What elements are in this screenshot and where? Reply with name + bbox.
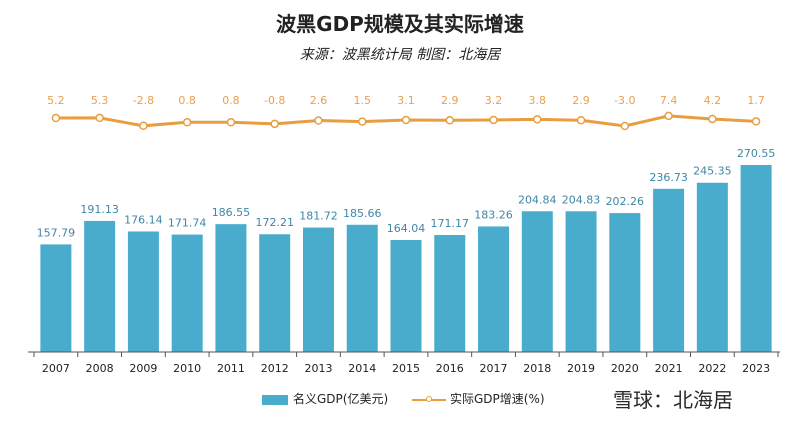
growth-point-2017 [489, 115, 498, 125]
bar-value-label: 204.83 [562, 193, 601, 206]
growth-value-label: 7.4 [660, 94, 678, 107]
chart-title: 波黑GDP规模及其实际增速 [276, 12, 524, 36]
growth-point-2008 [95, 113, 104, 123]
bar-value-label: 186.55 [212, 206, 251, 219]
bar-2011 [215, 224, 247, 352]
watermark-text: 雪球：北海居 [613, 388, 733, 412]
bar-value-label: 181.72 [299, 210, 338, 223]
bar-2019 [565, 211, 597, 352]
growth-point-2011 [226, 118, 236, 127]
growth-value-label: 4.2 [704, 94, 722, 107]
growth-value-label: 1.5 [353, 94, 371, 107]
bar-2021 [653, 188, 685, 352]
x-tick-label: 2020 [611, 362, 639, 375]
bar-2012 [259, 234, 291, 352]
x-tick-label: 2013 [304, 362, 332, 375]
bar-value-label: 171.74 [168, 217, 207, 230]
bar-value-label: 236.73 [649, 171, 688, 184]
bar-value-label: 191.13 [80, 203, 119, 216]
x-tick-label: 2010 [173, 362, 201, 375]
growth-point-2019 [576, 115, 586, 125]
growth-value-label: 0.8 [178, 94, 196, 107]
x-tick-label: 2007 [42, 362, 70, 375]
growth-point-2007 [51, 113, 61, 123]
growth-value-label: 2.6 [310, 94, 328, 107]
growth-point-2014 [357, 117, 367, 126]
legend-line-label: 实际GDP增速(%) [450, 392, 545, 406]
growth-value-label: 2.9 [572, 94, 590, 107]
bar-value-label: 176.14 [124, 213, 163, 226]
x-tick-label: 2011 [217, 362, 245, 375]
growth-value-label: 3.8 [529, 94, 547, 107]
growth-value-label: 0.8 [222, 94, 240, 107]
x-tick-label: 2015 [392, 362, 420, 375]
growth-point-2023 [751, 117, 761, 126]
growth-value-label: 2.9 [441, 94, 459, 107]
bar-value-label: 172.21 [255, 216, 294, 229]
legend-bar-label: 名义GDP(亿美元) [293, 392, 389, 406]
x-tick-label: 2017 [480, 362, 508, 375]
growth-point-2021 [664, 111, 673, 121]
x-tick-label: 2018 [523, 362, 551, 375]
growth-value-label: 3.2 [485, 94, 503, 107]
bar-2008 [84, 220, 116, 352]
legend-bar-swatch [262, 395, 288, 405]
bar-value-label: 204.84 [518, 193, 557, 206]
bar-value-label: 171.17 [431, 217, 470, 230]
bar-2022 [696, 182, 728, 352]
x-tick-label: 2021 [655, 362, 683, 375]
bar-2014 [346, 224, 378, 352]
bar-2016 [434, 234, 466, 352]
bar-value-label: 157.79 [37, 226, 76, 239]
growth-value-label: -2.8 [133, 94, 154, 107]
growth-point-2020 [620, 121, 630, 131]
legend-line-marker [426, 396, 432, 402]
bar-2020 [609, 213, 641, 352]
growth-point-2012 [270, 119, 279, 129]
bar-value-label: 164.04 [387, 222, 426, 235]
bar-2015 [390, 240, 422, 352]
bar-2009 [127, 231, 159, 352]
x-tick-label: 2014 [348, 362, 376, 375]
chart-subtitle: 来源：波黑统计局 制图：北海居 [299, 47, 501, 63]
growth-value-label: 1.7 [747, 94, 765, 107]
bar-2023 [740, 165, 772, 352]
bar-value-label: 202.26 [606, 195, 645, 208]
x-tick-label: 2008 [86, 362, 114, 375]
bar-2018 [521, 211, 553, 352]
growth-value-label: 5.2 [47, 94, 65, 107]
bar-2007 [40, 244, 72, 352]
x-tick-label: 2012 [261, 362, 289, 375]
bar-2013 [302, 227, 334, 352]
x-tick-label: 2022 [698, 362, 726, 375]
growth-value-label: 5.3 [91, 94, 109, 107]
growth-point-2013 [314, 116, 323, 125]
x-tick-label: 2016 [436, 362, 464, 375]
bar-2010 [171, 234, 203, 352]
bar-value-label: 183.26 [474, 208, 513, 221]
growth-point-2010 [182, 118, 192, 127]
bar-value-label: 245.35 [693, 165, 732, 178]
growth-point-2016 [445, 115, 455, 125]
growth-point-2009 [139, 121, 148, 131]
growth-value-label: -0.8 [264, 94, 285, 107]
growth-value-label: 3.1 [397, 94, 415, 107]
growth-point-2022 [708, 114, 717, 124]
bar-value-label: 270.55 [737, 147, 776, 160]
x-tick-label: 2009 [129, 362, 157, 375]
x-tick-label: 2023 [742, 362, 770, 375]
bar-value-label: 185.66 [343, 207, 382, 220]
bar-2017 [478, 226, 510, 352]
growth-point-2015 [401, 115, 411, 125]
growth-value-label: -3.0 [614, 94, 635, 107]
x-tick-label: 2019 [567, 362, 595, 375]
growth-point-2018 [533, 115, 542, 124]
